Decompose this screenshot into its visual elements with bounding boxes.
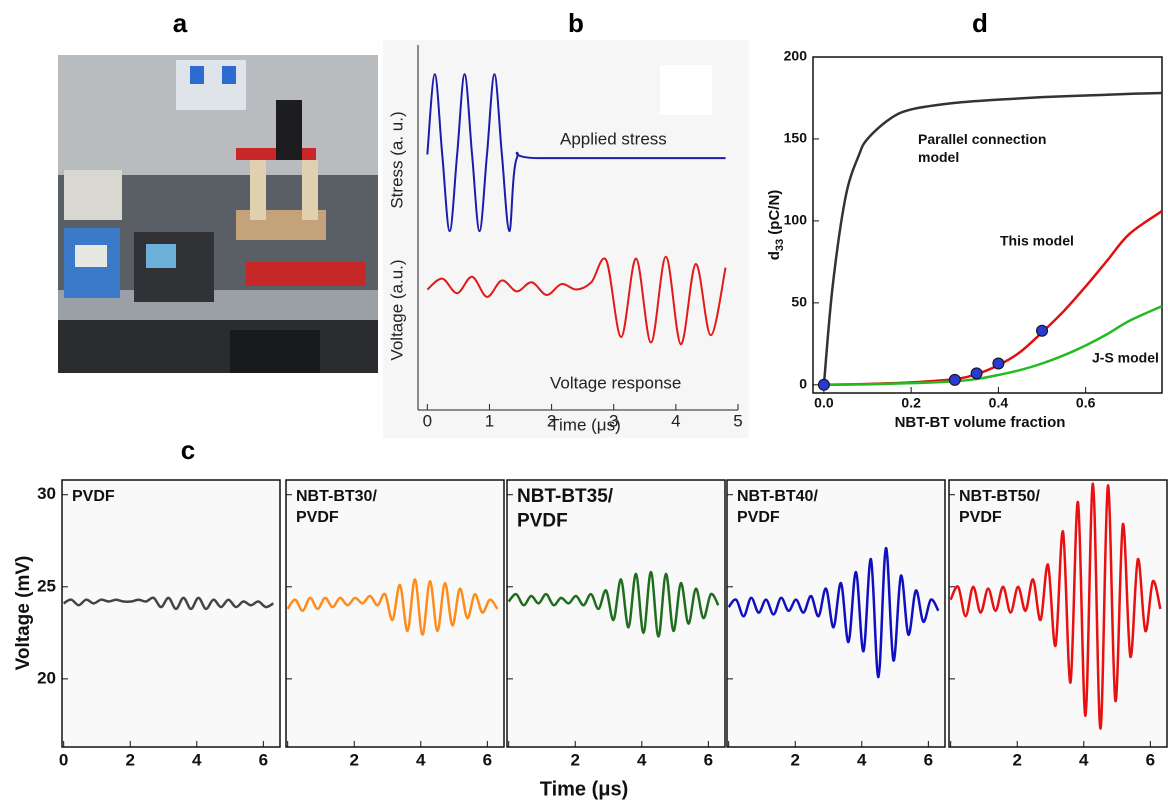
x-tick-label: 4 (671, 411, 680, 430)
panel-sample-label: NBT-BT35/PVDF (517, 486, 614, 532)
plot-frame (948, 479, 1168, 748)
data-line (727, 546, 940, 679)
x-tick-label: 2 (1012, 750, 1021, 769)
x-tick-label: 4 (416, 750, 426, 769)
panel-sample-label: NBT-BT30/PVDF (296, 488, 377, 526)
y-axis-label: Stress (a. u.) (387, 111, 406, 208)
data-line (63, 596, 274, 611)
y-axis-label-part: 33 (774, 239, 786, 251)
plot-frame (61, 479, 281, 748)
x-axis-label: Time (μs) (549, 415, 621, 434)
y-tick-label: 25 (37, 576, 56, 595)
data-line (426, 73, 726, 233)
panel-sample-label: PVDF (72, 488, 115, 505)
y-tick-label: 30 (37, 484, 56, 503)
data-point (970, 367, 983, 380)
panel-b-patch (660, 65, 712, 115)
x-tick-label: 6 (259, 750, 268, 769)
x-axis-label: NBT-BT volume fraction (895, 414, 1066, 431)
y-tick-label: 20 (37, 668, 56, 687)
x-tick-label: 3 (609, 411, 618, 430)
panel-letter: d (972, 8, 988, 38)
y-axis-label: Voltage (a.u.) (387, 259, 406, 360)
panel-c: 0 2 4 6 20 25 30 PVDF 2 4 6 NBT-BT30/PVDF 2 4 6 NBT-BT3… (13, 479, 1168, 800)
x-tick-label: 5 (733, 411, 742, 430)
x-tick-label: 4 (192, 750, 202, 769)
annotation: Voltage response (550, 373, 681, 392)
panel-letter: b (568, 8, 584, 38)
y-tick-label: 200 (784, 48, 808, 64)
x-tick-label: 4 (1079, 750, 1089, 769)
panel-sample-label: NBT-BT40/PVDF (737, 488, 818, 526)
panel-sample-label: NBT-BT50/PVDF (959, 488, 1040, 526)
x-axis-label: Time (μs) (540, 778, 629, 800)
panel-b: 0 1 2 3 4 5 Time (μs) Stress (a. u.) Voltage (a.… (387, 45, 743, 434)
data-point (1036, 324, 1049, 337)
y-axis-label: d33 (pC/N) (766, 190, 786, 261)
annotation: Parallel connection model (918, 131, 1050, 165)
y-tick-label: 0 (799, 376, 807, 392)
x-tick-label: 0.4 (989, 395, 1009, 411)
data-point (948, 373, 961, 386)
x-tick-label: 4 (637, 750, 647, 769)
y-tick-label: 50 (791, 294, 807, 310)
y-axis-label-part: d (766, 251, 783, 260)
data-point (992, 357, 1005, 370)
data-line (426, 255, 727, 346)
photo (58, 55, 378, 373)
data-point (817, 378, 830, 391)
x-tick-label: 1 (485, 411, 494, 430)
panel-letter: c (181, 435, 195, 465)
x-tick-label: 0.2 (901, 395, 921, 411)
y-tick-label: 100 (784, 212, 808, 228)
x-tick-label: 0 (59, 750, 68, 769)
panel-letter: a (173, 8, 188, 38)
y-tick-label: 150 (784, 130, 808, 146)
data-line (507, 570, 720, 638)
x-tick-label: 2 (790, 750, 799, 769)
annotation: Applied stress (560, 129, 667, 148)
x-tick-label: 6 (924, 750, 933, 769)
x-tick-label: 6 (483, 750, 492, 769)
x-tick-label: 2 (547, 411, 556, 430)
annotation: This model (1000, 233, 1074, 249)
x-tick-label: 6 (704, 750, 713, 769)
y-axis-label: Voltage (mV) (13, 556, 34, 671)
x-tick-label: 2 (570, 750, 579, 769)
x-tick-label: 0.0 (814, 395, 834, 411)
x-tick-label: 0 (423, 411, 432, 430)
annotation: J-S model (1092, 350, 1159, 366)
x-tick-label: 0.6 (1076, 395, 1096, 411)
x-tick-label: 4 (857, 750, 867, 769)
data-line (823, 304, 1163, 387)
y-axis-label-part: (pC/N) (766, 190, 783, 239)
data-line (822, 91, 1163, 385)
x-tick-label: 2 (349, 750, 358, 769)
panel-d: 0.0 0.2 0.4 0.6 0 50 100 150 200 NBT-BT volume fr… (766, 48, 1163, 431)
data-line (949, 482, 1162, 730)
x-tick-label: 2 (125, 750, 134, 769)
x-tick-label: 6 (1146, 750, 1155, 769)
data-line (286, 578, 499, 636)
plot-frame (812, 56, 1163, 394)
